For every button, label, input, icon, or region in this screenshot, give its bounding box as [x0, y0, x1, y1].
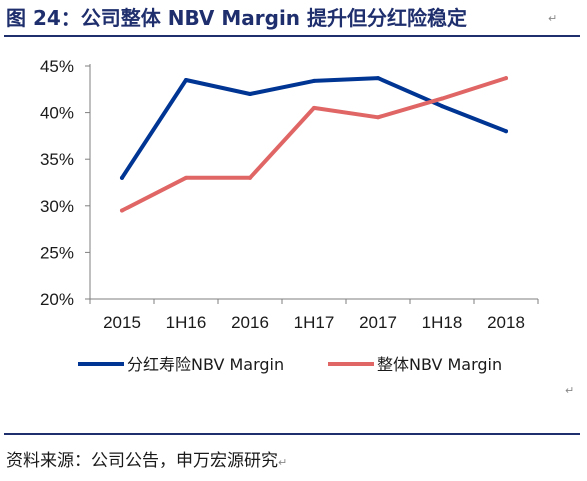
legend-label: 整体NBV Margin — [377, 355, 502, 374]
line-chart: 20% 25% 30% 35% 40% 45% 2015 1H16 2016 1H17 2017 1… — [40, 57, 539, 374]
series-group — [120, 76, 508, 213]
data-point — [312, 78, 316, 83]
y-tick-label: 30% — [40, 197, 74, 216]
x-tick-label: 2015 — [103, 313, 141, 332]
paragraph-mark: ↵ — [278, 456, 288, 469]
data-point — [184, 175, 188, 180]
series-layer — [120, 76, 508, 213]
data-point — [120, 175, 124, 180]
data-point — [504, 76, 508, 81]
series-group — [120, 76, 508, 180]
legend: 分红寿险NBV Margin 整体NBV Margin — [78, 355, 502, 374]
data-point — [504, 129, 508, 134]
data-point — [440, 96, 444, 101]
data-point — [248, 91, 252, 96]
x-tick-label: 1H18 — [422, 313, 463, 332]
figure-title: 图 24：公司整体 NBV Margin 提升但分红险稳定 — [6, 6, 468, 30]
paragraph-mark: ↵ — [565, 384, 575, 397]
x-tick-label: 1H16 — [166, 313, 207, 332]
x-tick-label: 2017 — [359, 313, 397, 332]
data-point — [440, 104, 444, 109]
data-point — [376, 76, 380, 81]
x-tick-label: 1H17 — [294, 313, 335, 332]
data-point — [376, 115, 380, 120]
legend-item: 分红寿险NBV Margin — [78, 355, 284, 374]
data-point — [312, 105, 316, 110]
data-point — [248, 175, 252, 180]
source-text: 资料来源：公司公告，申万宏源研究 — [6, 451, 278, 471]
data-point — [184, 77, 188, 82]
paragraph-mark: ↵ — [548, 12, 558, 25]
x-axis: 2015 1H16 2016 1H17 2017 1H18 2018 — [89, 298, 539, 332]
source-note: 资料来源：公司公告，申万宏源研究↵ — [6, 446, 287, 471]
legend-label: 分红寿险NBV Margin — [127, 355, 284, 374]
y-tick-label: 45% — [40, 57, 74, 76]
title-underline — [4, 35, 580, 37]
x-tick-label: 2016 — [231, 313, 269, 332]
series-line — [120, 76, 508, 213]
source-divider — [4, 433, 580, 435]
y-tick-label: 25% — [40, 243, 74, 262]
data-point — [120, 208, 124, 213]
y-tick-label: 40% — [40, 104, 74, 123]
series-line — [120, 76, 508, 180]
y-tick-label: 35% — [40, 150, 74, 169]
y-axis: 20% 25% 30% 35% 40% 45% — [40, 57, 91, 309]
y-tick-label: 20% — [40, 290, 74, 309]
legend-item: 整体NBV Margin — [328, 355, 502, 374]
x-tick-label: 2018 — [487, 313, 525, 332]
